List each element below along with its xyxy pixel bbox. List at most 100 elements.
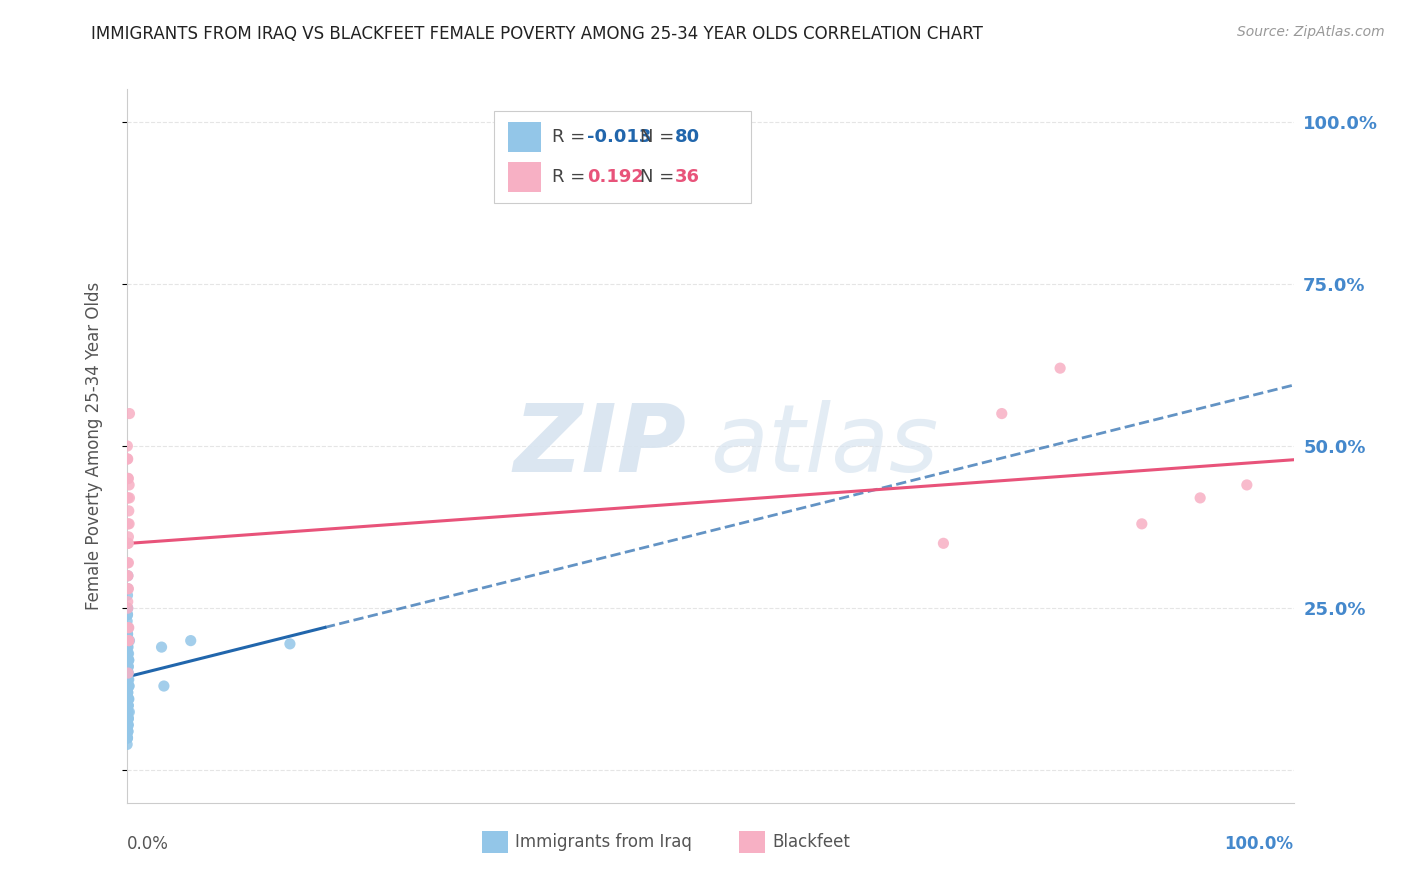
Text: Immigrants from Iraq: Immigrants from Iraq xyxy=(515,833,692,851)
Point xyxy=(118,407,141,421)
Text: -0.013: -0.013 xyxy=(588,128,652,145)
Point xyxy=(118,504,141,518)
Text: IMMIGRANTS FROM IRAQ VS BLACKFEET FEMALE POVERTY AMONG 25-34 YEAR OLDS CORRELATI: IMMIGRANTS FROM IRAQ VS BLACKFEET FEMALE… xyxy=(91,25,983,43)
Point xyxy=(117,705,139,719)
Point xyxy=(117,685,139,699)
Point xyxy=(117,679,139,693)
Point xyxy=(117,621,139,635)
Text: Source: ZipAtlas.com: Source: ZipAtlas.com xyxy=(1237,25,1385,39)
Point xyxy=(117,452,139,467)
Y-axis label: Female Poverty Among 25-34 Year Olds: Female Poverty Among 25-34 Year Olds xyxy=(84,282,103,610)
Point xyxy=(117,698,139,713)
Point xyxy=(117,582,139,596)
Point xyxy=(117,582,139,596)
Point xyxy=(117,666,139,681)
Point xyxy=(115,698,138,713)
Point xyxy=(115,711,138,725)
Point xyxy=(117,673,139,687)
Point xyxy=(117,556,139,570)
Point xyxy=(115,738,138,752)
Bar xyxy=(494,111,751,203)
Point xyxy=(117,582,139,596)
Point xyxy=(1130,516,1153,531)
Bar xyxy=(740,831,765,853)
Point xyxy=(117,627,139,641)
Point xyxy=(117,653,139,667)
Point xyxy=(117,659,139,673)
Point xyxy=(115,640,138,654)
Point xyxy=(117,666,139,681)
Bar xyxy=(508,121,541,152)
Point xyxy=(117,692,139,706)
Point xyxy=(117,718,139,732)
Point xyxy=(117,601,139,615)
Point xyxy=(118,491,141,505)
Text: R =: R = xyxy=(553,169,592,186)
Point xyxy=(117,621,139,635)
Point xyxy=(117,568,139,582)
Point xyxy=(117,653,139,667)
Point xyxy=(118,516,141,531)
Point xyxy=(117,471,139,485)
Point xyxy=(117,633,139,648)
Point xyxy=(117,568,139,582)
Point xyxy=(117,633,139,648)
Point xyxy=(115,640,138,654)
Text: 100.0%: 100.0% xyxy=(1225,835,1294,853)
Point xyxy=(117,621,139,635)
Point xyxy=(118,653,141,667)
Point xyxy=(117,685,139,699)
Point xyxy=(115,491,138,505)
Point xyxy=(117,705,139,719)
Point xyxy=(117,724,139,739)
Point xyxy=(118,673,141,687)
Point xyxy=(118,478,141,492)
Point xyxy=(118,633,141,648)
Point xyxy=(117,471,139,485)
Point xyxy=(117,536,139,550)
Point xyxy=(117,530,139,544)
Point xyxy=(117,568,139,582)
Point xyxy=(117,607,139,622)
Point xyxy=(117,452,139,467)
Text: atlas: atlas xyxy=(710,401,938,491)
Point xyxy=(117,666,139,681)
Point xyxy=(117,647,139,661)
Text: 80: 80 xyxy=(675,128,700,145)
Text: 0.0%: 0.0% xyxy=(127,835,169,853)
Point xyxy=(117,556,139,570)
Point xyxy=(117,621,139,635)
Point xyxy=(117,718,139,732)
Point xyxy=(117,711,139,725)
Point xyxy=(117,633,139,648)
Point xyxy=(117,621,139,635)
Point xyxy=(117,536,139,550)
Point xyxy=(117,666,139,681)
Text: ZIP: ZIP xyxy=(513,400,686,492)
Point xyxy=(1049,361,1071,376)
Point xyxy=(117,659,139,673)
Point xyxy=(115,653,138,667)
Point xyxy=(117,711,139,725)
Point xyxy=(278,637,301,651)
Point xyxy=(115,614,138,628)
Point xyxy=(117,673,139,687)
Point xyxy=(117,607,139,622)
Point xyxy=(117,692,139,706)
Point xyxy=(117,724,139,739)
Point xyxy=(117,718,139,732)
Text: N =: N = xyxy=(640,128,681,145)
Bar xyxy=(508,162,541,193)
Point xyxy=(117,640,139,654)
Point xyxy=(117,698,139,713)
Text: Blackfeet: Blackfeet xyxy=(772,833,849,851)
Point xyxy=(115,666,138,681)
Point xyxy=(118,633,141,648)
Point xyxy=(117,731,139,745)
Point xyxy=(117,439,139,453)
Point xyxy=(117,705,139,719)
Text: N =: N = xyxy=(640,169,681,186)
Point xyxy=(117,588,139,602)
Point xyxy=(117,698,139,713)
Point xyxy=(117,711,139,725)
